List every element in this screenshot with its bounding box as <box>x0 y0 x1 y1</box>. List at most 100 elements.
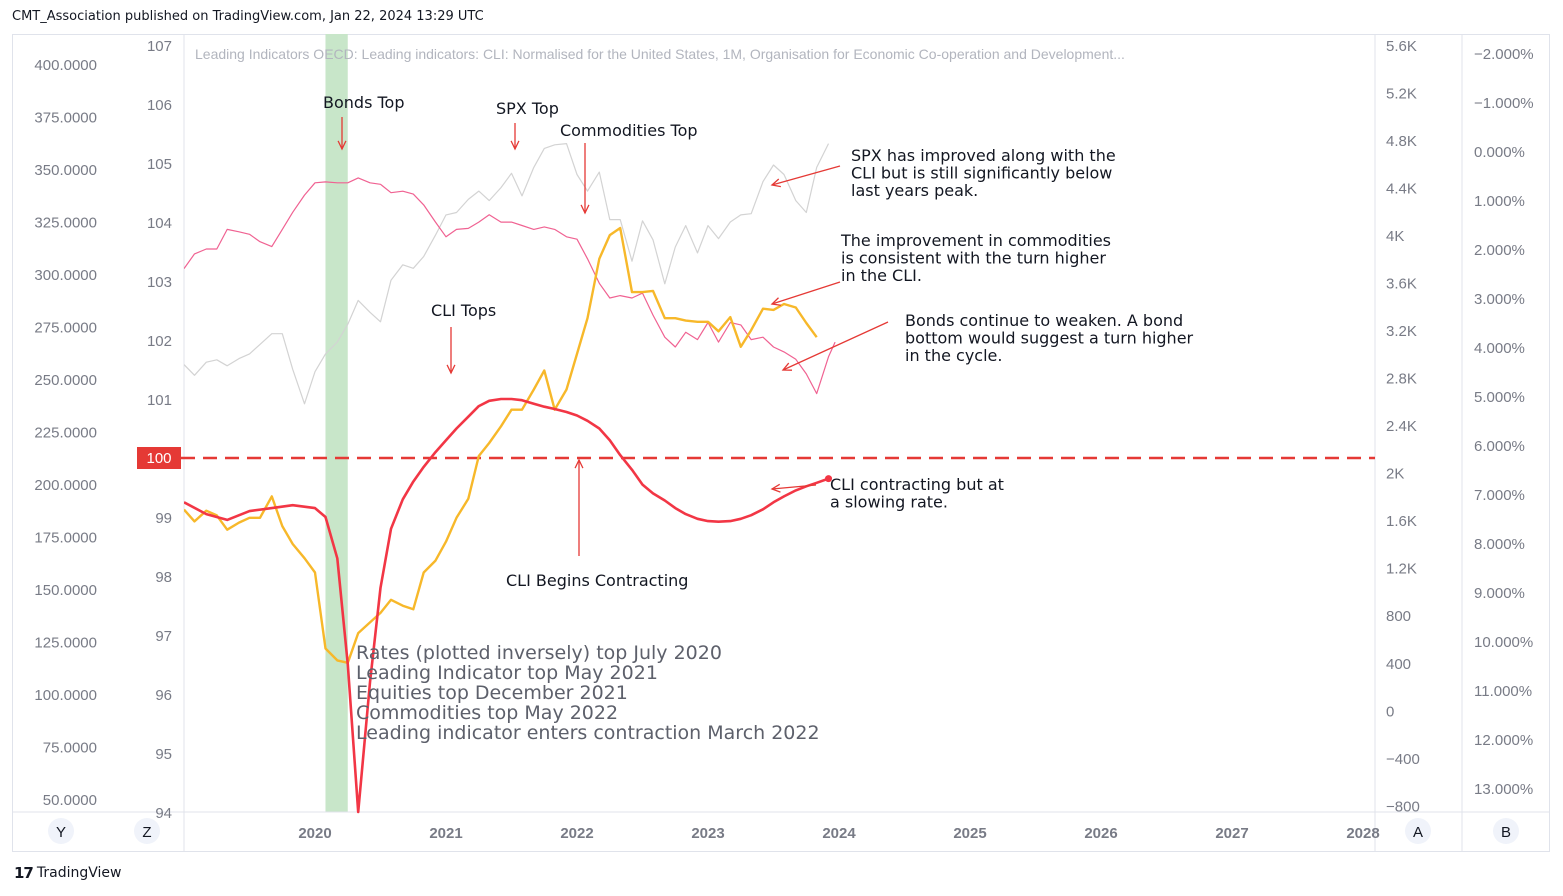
y-tick-label: 101 <box>147 392 172 409</box>
y-tick-label: 4K <box>1386 228 1404 245</box>
annotation-cli-tops: CLI Tops <box>431 301 496 320</box>
y-tick-label: 2.000% <box>1474 242 1525 259</box>
x-tick-label: 2025 <box>953 825 986 842</box>
annotation-bonds-weaken: Bonds continue to weaken. A bond <box>905 311 1183 330</box>
summary-line: Leading indicator enters contraction Mar… <box>356 722 820 744</box>
y-tick-label: 5.000% <box>1474 389 1525 406</box>
annotation-cli-contracting: a slowing rate. <box>830 493 948 512</box>
cli-line <box>184 397 829 814</box>
y-tick-label: 325.0000 <box>34 215 97 232</box>
y-tick-label: 102 <box>147 333 172 350</box>
cli-end-dot <box>825 475 833 483</box>
y-tick-label: 3.000% <box>1474 291 1525 308</box>
scale-button-a-bg <box>1405 818 1431 844</box>
y-tick-label: 107 <box>147 38 172 55</box>
scale-button-b-label: B <box>1501 824 1511 841</box>
y-tick-label: 100.0000 <box>34 687 97 704</box>
arrow-cli-contracting-head <box>770 483 781 493</box>
arrow-spx-improved <box>771 165 841 186</box>
x-tick-label: 2020 <box>298 825 331 842</box>
y-tick-label: 3.2K <box>1386 323 1417 340</box>
y-tick-label: 2.4K <box>1386 418 1417 435</box>
arrow-spx-top-head <box>510 140 520 151</box>
y-tick-label: −1.000% <box>1474 95 1534 112</box>
y-tick-label: 400.0000 <box>34 57 97 74</box>
arrow-commodities-improvement-head <box>770 297 782 306</box>
tv-brand-label: TradingView <box>36 865 122 881</box>
summary-line: Equities top December 2021 <box>356 682 628 704</box>
y-tick-label: 4.000% <box>1474 340 1525 357</box>
scale-button-b[interactable]: B <box>1493 818 1519 844</box>
annotation-bonds-weaken: in the cycle. <box>905 346 1002 365</box>
scale-button-z-bg <box>134 818 160 844</box>
annotation-bonds-top: Bonds Top <box>323 93 404 112</box>
y-tick-label: 5.2K <box>1386 86 1417 103</box>
annotation-commodities-improvement: in the CLI. <box>841 266 922 285</box>
y-tick-label: −2.000% <box>1474 46 1534 63</box>
annotation-commodities-top: Commodities Top <box>560 121 698 140</box>
spx-line <box>184 143 830 405</box>
y-tick-label: 94 <box>155 805 172 822</box>
x-tick-label: 2027 <box>1215 825 1248 842</box>
scale-button-z-label: Z <box>142 824 151 841</box>
y-tick-label: 98 <box>155 569 172 586</box>
annotation-spx-improved: last years peak. <box>851 181 978 200</box>
scale-button-z[interactable]: Z <box>134 818 160 844</box>
annotation-cli-contracting: CLI contracting but at <box>830 475 1004 494</box>
y-tick-label: 11.000% <box>1474 683 1532 700</box>
x-tick-label: 2022 <box>560 825 593 842</box>
y-tick-label: 105 <box>147 156 172 173</box>
x-tick-label: 2021 <box>429 825 462 842</box>
y-tick-label: 1.2K <box>1386 561 1417 578</box>
y-tick-label: 2K <box>1386 466 1404 483</box>
y-tick-label: 800 <box>1386 608 1411 625</box>
x-tick-label: 2024 <box>822 825 856 842</box>
y-tick-label: 97 <box>155 628 172 645</box>
scale-button-a[interactable]: A <box>1405 818 1431 844</box>
annotation-spx-top: SPX Top <box>496 99 559 118</box>
y-tick-label: 275.0000 <box>34 320 97 337</box>
scale-button-a-label: A <box>1413 824 1423 841</box>
y-tick-label: 75.0000 <box>43 740 97 757</box>
scale-button-b-bg <box>1493 818 1519 844</box>
y-tick-label: 99 <box>155 510 172 527</box>
chart-title: Leading Indicators OECD: Leading indicat… <box>195 46 1125 62</box>
y-tick-label: 1.000% <box>1474 193 1525 210</box>
summary-line: Rates (plotted inversely) top July 2020 <box>356 642 722 664</box>
scale-button-y[interactable]: Y <box>48 818 74 844</box>
y-tick-label: 350.0000 <box>34 162 97 179</box>
y-tick-label: 2.8K <box>1386 371 1417 388</box>
y-tick-label: 9.000% <box>1474 585 1525 602</box>
arrow-cli-tops-head <box>446 364 456 375</box>
y-tick-label: 200.0000 <box>34 477 97 494</box>
y-tick-label: 4.8K <box>1386 133 1417 150</box>
y-tick-label: 95 <box>155 746 172 763</box>
arrow-bonds-weaken-head <box>781 362 793 371</box>
y-tick-label: 300.0000 <box>34 267 97 284</box>
tv-logo-icon: 17 <box>14 864 34 882</box>
y-tick-label: 13.000% <box>1474 781 1533 798</box>
y-tick-label: 50.0000 <box>43 792 97 809</box>
y-tick-label: 104 <box>147 215 172 232</box>
arrow-cli-contracting <box>771 484 817 490</box>
arrow-bonds-top-head <box>337 140 347 151</box>
y-tick-label: −800 <box>1386 798 1420 815</box>
tradingview-logo[interactable]: 17 TradingView <box>14 864 121 882</box>
rates-line <box>184 177 836 395</box>
annotation-cli-begins-contracting: CLI Begins Contracting <box>506 571 688 590</box>
scale-button-y-label: Y <box>56 824 66 841</box>
shaded-period <box>325 34 348 812</box>
y-tick-label: 375.0000 <box>34 110 97 127</box>
x-tick-label: 2023 <box>691 825 724 842</box>
arrow-commodities-top-head <box>580 204 590 215</box>
annotation-spx-improved: CLI but is still significantly below <box>851 164 1112 183</box>
y-tick-label: 4.4K <box>1386 181 1417 198</box>
cli-100-marker-bg <box>137 447 181 469</box>
commodities-line <box>184 226 818 664</box>
y-tick-label: 250.0000 <box>34 372 97 389</box>
y-tick-label: 150.0000 <box>34 582 97 599</box>
summary-line: Commodities top May 2022 <box>356 702 618 724</box>
y-tick-label: 103 <box>147 274 172 291</box>
publish-header: CMT_Association published on TradingView… <box>12 9 484 24</box>
y-tick-label: 0.000% <box>1474 144 1525 161</box>
